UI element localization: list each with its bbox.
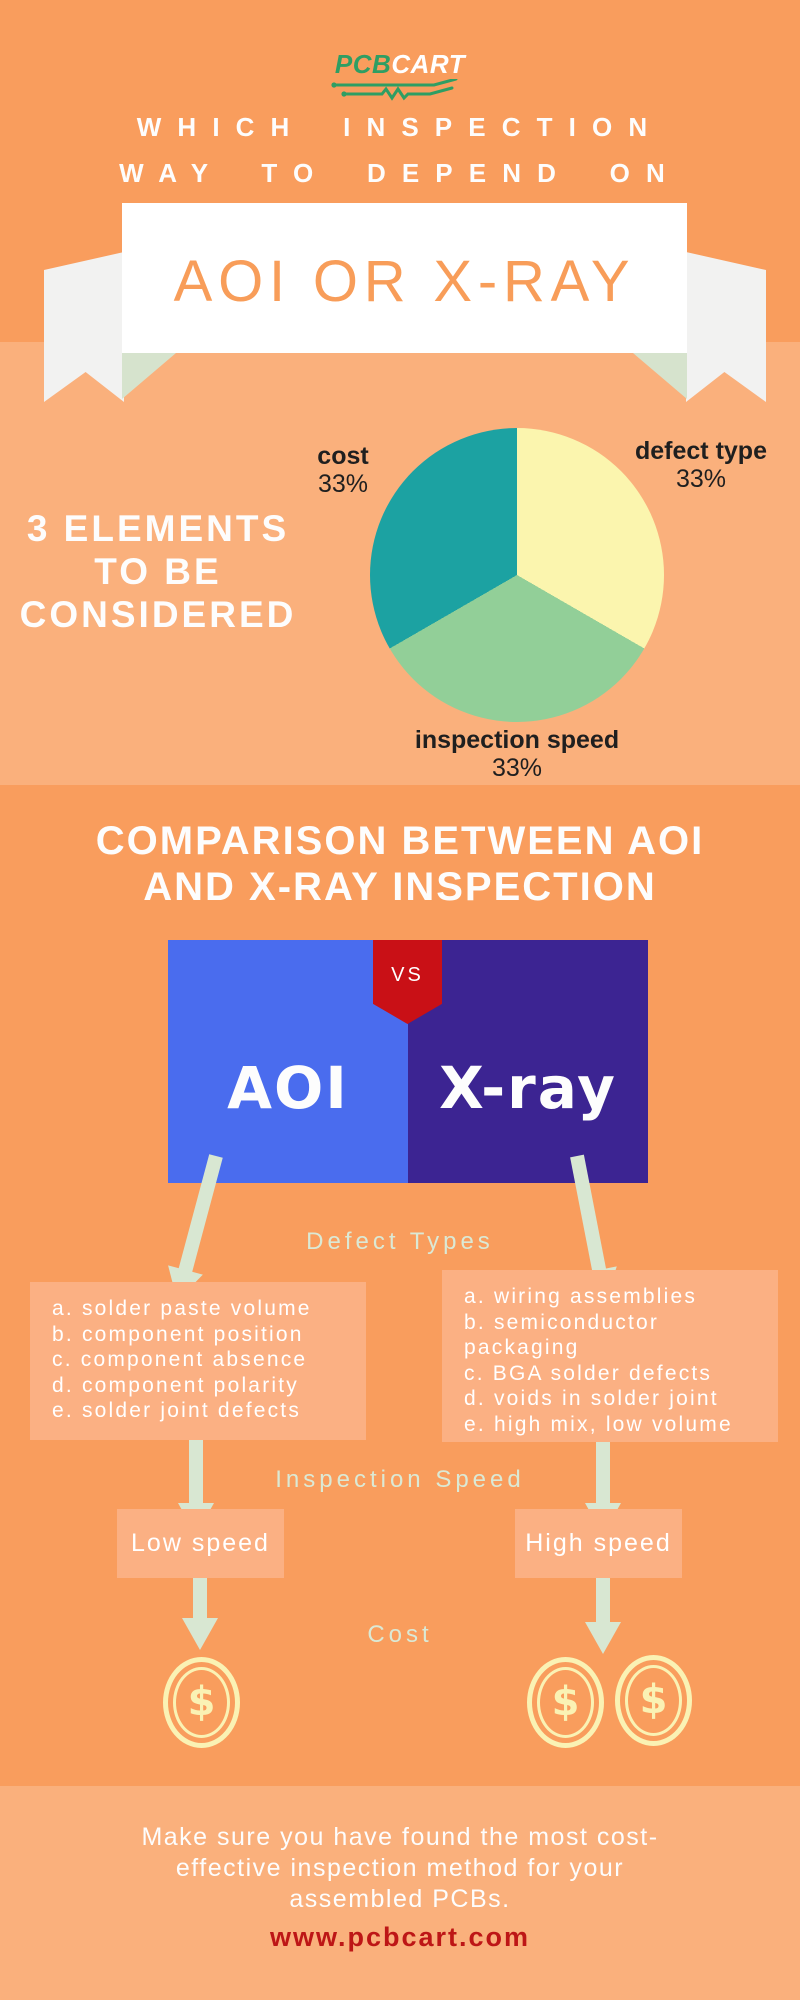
xray-box: X-ray: [408, 940, 648, 1183]
comparison-heading: COMPARISON BETWEEN AOI AND X-RAY INSPECT…: [0, 818, 800, 910]
dollar-coin-icon: $: [163, 1657, 240, 1748]
dollar-symbol: $: [551, 1678, 580, 1725]
pie-label-defect-name: defect type: [635, 437, 767, 465]
elements-heading-line3: CONSIDERED: [19, 594, 297, 635]
list-item: c. BGA solder defects: [464, 1361, 713, 1385]
comparison-heading-line1: COMPARISON BETWEEN AOI: [95, 819, 705, 863]
list-item: e. high mix, low volume: [464, 1412, 733, 1436]
coin-inner-ring: $: [173, 1667, 230, 1738]
aoi-label: AOI: [227, 1053, 349, 1122]
cost-label: Cost: [367, 1621, 433, 1648]
low-speed-badge: Low speed: [117, 1509, 284, 1578]
footer-message: Make sure you have found the most cost- …: [0, 1822, 800, 1915]
dollar-symbol: $: [187, 1678, 216, 1725]
title-banner: AOI OR X-RAY: [122, 203, 687, 353]
banner-title: AOI OR X-RAY: [173, 248, 636, 314]
pie-label-speed-value: 33%: [491, 754, 543, 782]
list-item: c. component absence: [52, 1348, 308, 1371]
vs-pennant: VS: [373, 940, 442, 1024]
list-item: b. semiconductor: [464, 1310, 660, 1334]
pie-label-cost-name: cost: [317, 442, 369, 470]
inspection-speed-label: Inspection Speed: [275, 1466, 525, 1493]
dollar-symbol: $: [639, 1676, 668, 1723]
low-speed-text: Low speed: [131, 1529, 270, 1557]
elements-heading-line2: TO BE: [94, 551, 222, 592]
pie-label-speed-name: inspection speed: [414, 726, 620, 754]
list-item: b. component position: [52, 1322, 304, 1346]
logo-text: PCBCART: [0, 50, 800, 78]
list-item: d. voids in solder joint: [464, 1387, 719, 1410]
aoi-box: AOI: [168, 940, 408, 1183]
list-item: d. component polarity: [52, 1373, 299, 1397]
high-speed-text: High speed: [525, 1529, 672, 1557]
comparison-heading-line2: AND X-RAY INSPECTION: [143, 865, 657, 909]
pie-label-defect-value: 33%: [675, 465, 727, 493]
vs-label: VS: [391, 964, 424, 986]
circuit-trace-icon: [331, 79, 458, 101]
elements-heading-line1: 3 ELEMENTS: [26, 508, 290, 549]
logo-part-pcb: PCB: [334, 49, 392, 79]
dollar-coin-icon: $: [615, 1655, 692, 1746]
footer-line1: Make sure you have found the most cost-: [141, 1823, 659, 1851]
elements-heading: 3 ELEMENTS TO BE CONSIDERED: [6, 507, 310, 636]
pie-chart: [370, 428, 664, 722]
footer-line2: effective inspection method for your: [175, 1854, 625, 1882]
arrow-to-right-coins-icon: [585, 1574, 621, 1654]
xray-defect-list: a. wiring assemblies b. semiconductor pa…: [442, 1270, 778, 1442]
list-item: packaging: [464, 1336, 580, 1359]
list-item: a. wiring assemblies: [464, 1285, 698, 1308]
logo-part-cart: CART: [391, 49, 466, 79]
dollar-coin-icon: $: [527, 1657, 604, 1748]
defect-types-label: Defect Types: [306, 1228, 494, 1255]
footer-line3: assembled PCBs.: [289, 1885, 511, 1913]
pie-label-cost-value: 33%: [317, 470, 369, 498]
coin-inner-ring: $: [537, 1667, 594, 1738]
website-url: www.pcbcart.com: [269, 1922, 531, 1952]
xray-label: X-ray: [439, 1053, 617, 1122]
pie-label-inspection-speed: inspection speed 33%: [395, 726, 639, 782]
high-speed-badge: High speed: [515, 1509, 682, 1578]
aoi-defect-list: a. solder paste volume b. component posi…: [30, 1282, 366, 1440]
pcbcart-logo: PCBCART: [0, 50, 800, 101]
footer-section: [0, 1786, 800, 2000]
list-item: e. solder joint defects: [52, 1399, 302, 1422]
coin-inner-ring: $: [625, 1665, 682, 1736]
page-title-line1: WHICH INSPECTION: [136, 112, 664, 142]
pie-label-defect-type: defect type 33%: [618, 437, 784, 493]
list-item: a. solder paste volume: [52, 1297, 312, 1320]
pie-label-cost: cost 33%: [283, 442, 403, 498]
page-title-line2: WAY TO DEPEND ON: [119, 158, 681, 188]
